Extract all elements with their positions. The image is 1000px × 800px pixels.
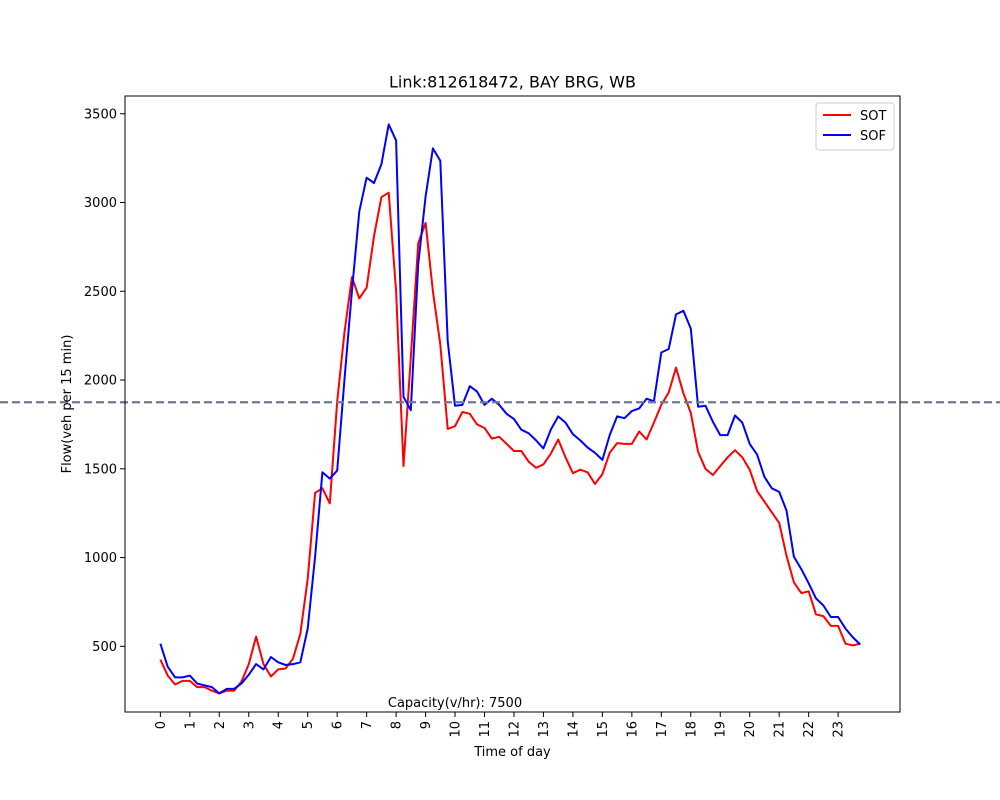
x-tick-label: 17 [655,721,670,738]
x-tick-label: 21 [773,721,788,738]
series-line-sof [159,123,861,695]
x-tick-label: 20 [743,721,758,738]
x-axis-label: Time of day [473,745,551,760]
series-line-sot [159,191,861,695]
chart-title: Link:812618472, BAY BRG, WB [389,73,636,92]
x-tick-label: 11 [478,721,493,738]
y-tick-label: 2500 [84,285,117,300]
x-tick-label: 23 [832,721,847,738]
x-tick-label: 10 [449,721,464,738]
x-tick-label: 14 [566,721,581,738]
y-tick-label: 3000 [84,196,117,211]
y-tick-label: 500 [92,640,117,655]
legend: SOT SOF [815,102,895,151]
y-tick-label: 1000 [84,551,117,566]
y-tick-label: 2000 [84,374,117,389]
x-tick-label: 5 [301,721,316,729]
x-tick-label: 2 [213,721,228,729]
capacity-annotation: Capacity(v/hr): 7500 [388,696,522,711]
y-axis-label: Flow(veh per 15 min) [60,335,75,474]
x-tick-label: 19 [714,721,729,738]
x-tick-label: 0 [154,721,169,729]
x-tick-label: 22 [802,721,817,738]
x-tick-label: 7 [360,721,375,729]
legend-label-sof: SOF [860,129,886,144]
y-tick-label: 3500 [84,107,117,122]
legend-label-sot: SOT [860,109,886,124]
x-tick-label: 9 [419,721,434,729]
x-tick-label: 3 [242,721,257,729]
x-tick-label: 15 [596,721,611,738]
x-tick-label: 16 [625,721,640,738]
x-tick-label: 13 [537,721,552,738]
x-tick-label: 8 [390,721,405,729]
x-tick-label: 1 [183,721,198,729]
x-tick-label: 6 [331,721,346,729]
x-tick-label: 18 [684,721,699,738]
y-tick-label: 1500 [84,462,117,477]
plot-frame [124,95,901,713]
x-tick-label: 4 [272,721,287,729]
x-tick-label: 12 [507,721,522,738]
